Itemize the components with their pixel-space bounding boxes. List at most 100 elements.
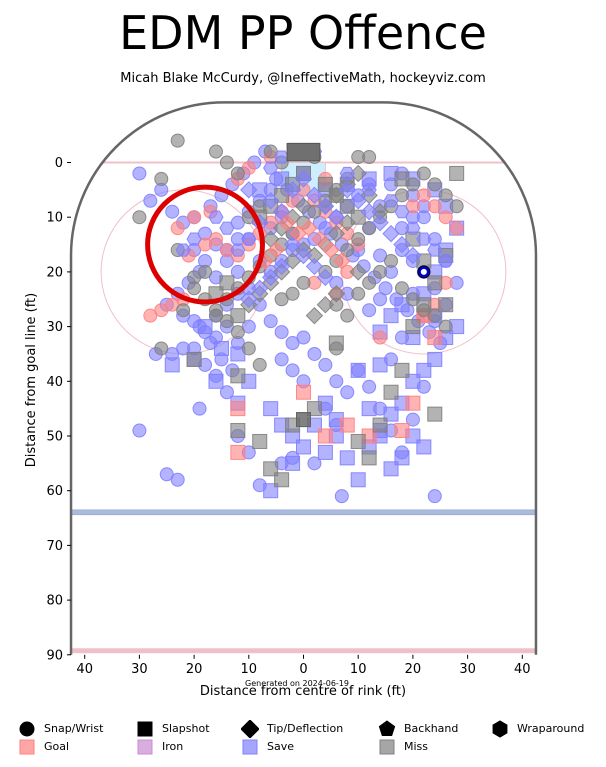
shot-point (372, 417, 388, 433)
legend-label: Snap/Wrist (44, 722, 104, 735)
shot-point (438, 319, 453, 334)
legend-label: Slapshot (162, 722, 210, 735)
shot-point (362, 150, 377, 165)
legend-symbol (241, 720, 259, 738)
shot-point (438, 188, 453, 203)
shot-point (317, 428, 333, 444)
shot-point (333, 252, 351, 270)
shot-point (307, 346, 322, 361)
shot-point (230, 325, 245, 340)
legend-symbol (378, 720, 396, 736)
shot-point (208, 210, 224, 224)
shot-point (165, 204, 180, 219)
shot-point (334, 489, 349, 504)
generated-note: Generated on 2024-06-19 (245, 679, 349, 688)
shot-point (294, 246, 313, 265)
x-tick-label: 10 (350, 662, 367, 677)
blue-line (70, 509, 537, 516)
shot-point (274, 472, 290, 488)
shot-point (283, 181, 302, 199)
shot-point (272, 257, 291, 276)
shot-point (263, 314, 278, 329)
shot-point (296, 275, 311, 290)
shot-point (296, 330, 311, 345)
shot-point (274, 325, 289, 340)
legend-item: Save (241, 738, 294, 756)
shot-point (427, 351, 443, 367)
shot-point (350, 472, 366, 488)
shot-point (240, 181, 258, 199)
shot-point (360, 203, 378, 221)
shot-point (327, 285, 346, 303)
shot-point (208, 308, 223, 323)
x-axis-label: Distance from centre of rink (ft) (200, 684, 406, 699)
x-tick-label: 40 (76, 662, 93, 677)
shot-point (340, 243, 355, 258)
legend-item: Iron (136, 738, 183, 756)
shot-point (372, 357, 388, 373)
shot-point (170, 221, 185, 236)
chart-title: EDM PP Offence (119, 6, 487, 60)
shot-point (274, 292, 289, 307)
shot-point (219, 385, 234, 400)
shot-point (300, 219, 318, 237)
x-tick-label: 10 (241, 662, 258, 677)
shot-point (197, 319, 213, 335)
shot-point (362, 221, 377, 236)
shot-point (449, 165, 465, 181)
shot-point (186, 351, 202, 367)
shot-point (351, 232, 366, 247)
shot-point (405, 412, 420, 427)
shot-point (263, 144, 278, 159)
shot-point (285, 286, 300, 301)
shot-point (230, 368, 246, 384)
shot-point (305, 186, 324, 205)
shot-point (230, 401, 246, 417)
shot-point (317, 444, 333, 460)
shot-point (176, 303, 191, 318)
shot-point (285, 455, 301, 471)
shot-point (438, 254, 454, 268)
shot-point (404, 246, 422, 265)
x-tick-label: 0 (299, 662, 307, 677)
y-tick-label: 0 (55, 156, 63, 171)
shot-point (154, 171, 169, 186)
shot-point (170, 472, 185, 487)
shot-point (373, 292, 388, 307)
legend-label: Tip/Deflection (267, 722, 344, 735)
shot-point (208, 373, 224, 389)
shot-point (154, 303, 169, 318)
legend-label: Miss (404, 740, 429, 753)
legend-item: Slapshot (136, 720, 210, 738)
shot-point (394, 188, 409, 203)
shot-point (132, 210, 147, 225)
y-tick-label: 20 (46, 265, 63, 280)
shot-point (251, 279, 269, 298)
legend-symbol (379, 739, 395, 755)
shot-point (143, 308, 158, 323)
shot-point (316, 296, 335, 314)
shot-point (427, 275, 443, 291)
shot-point (420, 268, 427, 275)
shot-point (405, 221, 421, 235)
shot-point (187, 210, 202, 225)
shot-point (416, 188, 431, 203)
shot-point (362, 379, 377, 394)
y-tick-label: 60 (46, 484, 63, 499)
shot-point (384, 253, 399, 268)
shot-point (263, 161, 279, 175)
shot-point (383, 308, 399, 324)
y-tick-label: 80 (46, 594, 63, 609)
centre-red-line (71, 648, 536, 654)
legend-symbol (19, 739, 35, 755)
legend-item: Goal (18, 738, 69, 756)
x-tick-label: 30 (131, 662, 148, 677)
shot-point (240, 290, 258, 308)
shot-point (318, 357, 333, 372)
shot-point (382, 224, 400, 243)
legend-label: Save (267, 740, 295, 753)
shot-point (208, 144, 223, 159)
shot-point (219, 221, 235, 235)
shot-point (449, 221, 464, 236)
